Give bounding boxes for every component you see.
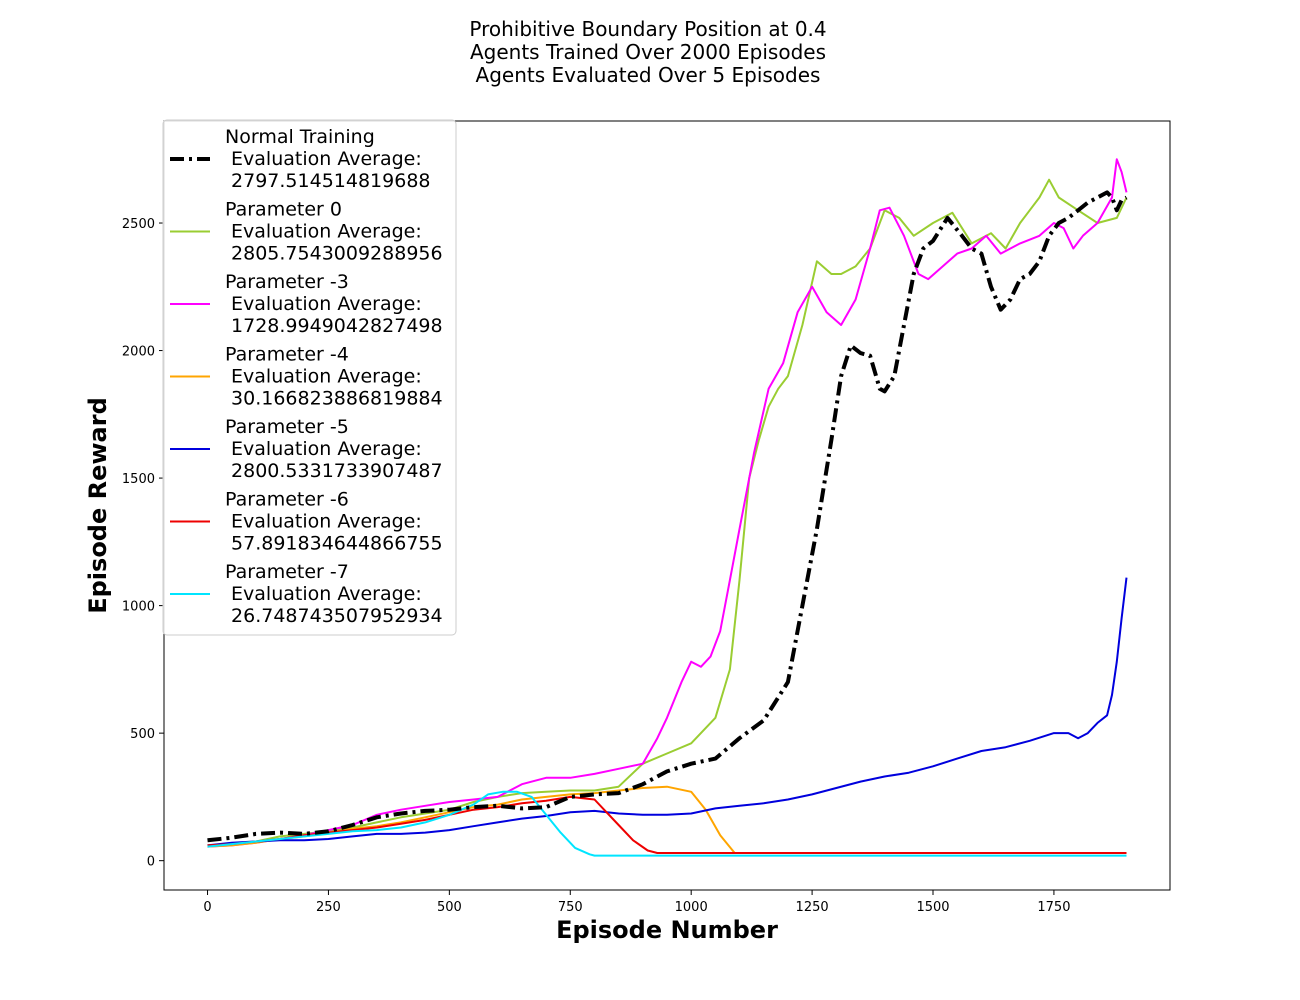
chart-title-line: Agents Trained Over 2000 Episodes xyxy=(470,40,826,64)
legend-label: Evaluation Average: xyxy=(225,148,422,170)
y-tick-label: 2000 xyxy=(122,345,155,360)
y-tick-label: 500 xyxy=(130,727,155,742)
series-line xyxy=(207,178,1128,847)
legend-label: Evaluation Average: xyxy=(225,511,422,533)
x-tick-label: 500 xyxy=(437,900,462,915)
chart-title-line: Prohibitive Boundary Position at 0.4 xyxy=(469,17,826,41)
x-tick-label: 1250 xyxy=(796,900,829,915)
legend-label: 57.891834644866755 xyxy=(225,533,443,555)
series-line xyxy=(207,790,1127,857)
legend-label: 30.166823886819884 xyxy=(225,388,443,410)
legend-label: Parameter -5 xyxy=(225,416,349,438)
x-tick-label: 1750 xyxy=(1037,900,1070,915)
legend-label: Evaluation Average: xyxy=(225,293,422,315)
chart-title: Prohibitive Boundary Position at 0.4Agen… xyxy=(469,17,826,87)
series-line xyxy=(207,577,1128,847)
x-tick-label: 1000 xyxy=(675,900,708,915)
y-axis: 0 500 1000 1500 2000 2500 xyxy=(122,217,164,870)
legend-label: Parameter -3 xyxy=(225,271,349,293)
x-axis: 0 250 500 750 1000 1250 1500 1750 xyxy=(203,890,1070,915)
legend-label: Parameter -4 xyxy=(225,344,349,366)
plot-area xyxy=(163,120,1171,891)
y-axis-label: Episode Reward xyxy=(84,397,112,614)
x-tick-label: 750 xyxy=(558,900,583,915)
chart-title-line: Agents Evaluated Over 5 Episodes xyxy=(476,63,821,87)
legend-label: Evaluation Average: xyxy=(225,438,422,460)
y-tick-label: 0 xyxy=(147,855,155,870)
x-tick-label: 250 xyxy=(316,900,341,915)
y-tick-label: 2500 xyxy=(122,217,155,232)
series-line xyxy=(207,785,1127,854)
series-line xyxy=(207,190,1128,843)
series-line xyxy=(207,158,1128,848)
legend-label: Evaluation Average: xyxy=(225,583,422,605)
legend-label: Parameter -6 xyxy=(225,489,349,511)
legend-label: Parameter -7 xyxy=(225,561,349,583)
legend-label: Evaluation Average: xyxy=(225,366,422,388)
legend-box xyxy=(162,119,457,636)
legend: Normal Training Evaluation Average: 2797… xyxy=(162,119,457,636)
legend-label: 26.748743507952934 xyxy=(225,605,443,627)
legend-label: Evaluation Average: xyxy=(225,221,422,243)
legend-label: 1728.9949042827498 xyxy=(225,315,443,337)
x-axis-label: Episode Number xyxy=(556,916,778,944)
legend-label: Normal Training xyxy=(225,126,375,148)
legend-label: 2797.514514819688 xyxy=(225,170,431,192)
y-tick-label: 1000 xyxy=(122,600,155,615)
y-tick-label: 1500 xyxy=(122,472,155,487)
legend-label: Parameter 0 xyxy=(225,199,342,221)
x-tick-label: 1500 xyxy=(916,900,949,915)
x-tick-label: 0 xyxy=(203,900,211,915)
legend-label: 2805.7543009288956 xyxy=(225,243,443,265)
series-lines xyxy=(207,158,1128,857)
series-line xyxy=(207,795,1127,854)
legend-label: 2800.5331733907487 xyxy=(225,460,443,482)
